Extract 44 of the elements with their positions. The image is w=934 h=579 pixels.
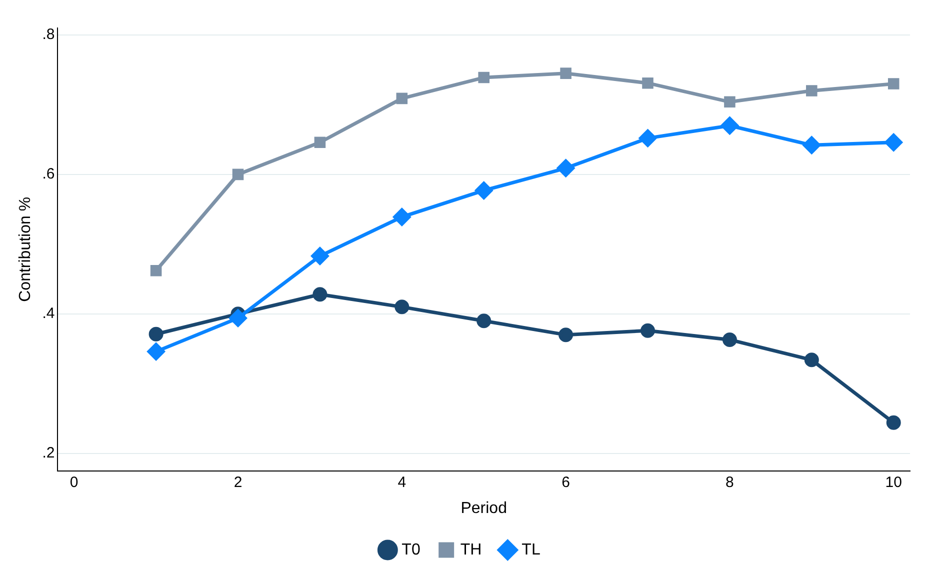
point xyxy=(642,77,654,89)
x-tick-label: 6 xyxy=(562,474,570,491)
x-tick-label: 8 xyxy=(726,474,734,491)
point xyxy=(393,208,411,226)
y-axis-title: Contribution % xyxy=(17,196,34,302)
point xyxy=(232,168,244,180)
point xyxy=(311,247,329,265)
point xyxy=(886,415,901,430)
point xyxy=(314,136,326,148)
x-tick-label: 4 xyxy=(398,474,406,491)
point xyxy=(147,342,165,360)
y-tick-label: .8 xyxy=(42,26,55,44)
point xyxy=(888,78,900,90)
point xyxy=(560,68,572,79)
point xyxy=(150,265,162,276)
point xyxy=(476,314,492,328)
point xyxy=(394,300,410,314)
legend-label: T0 xyxy=(402,541,420,558)
point xyxy=(148,326,164,342)
point xyxy=(724,96,736,108)
point xyxy=(475,182,493,200)
legend-label: TL xyxy=(522,541,540,558)
point xyxy=(802,136,820,154)
x-tick-label: 0 xyxy=(70,474,78,491)
point xyxy=(639,129,657,147)
point xyxy=(722,332,737,347)
point xyxy=(640,323,656,338)
x-axis-title: Period xyxy=(460,500,507,517)
point xyxy=(312,287,328,302)
point xyxy=(396,92,408,104)
point xyxy=(478,72,490,84)
legend-label: TH xyxy=(460,541,482,558)
point xyxy=(804,352,819,368)
y-tick-label: .2 xyxy=(42,444,55,462)
point xyxy=(557,159,575,177)
point xyxy=(806,85,818,96)
point xyxy=(720,116,738,134)
y-tick-label: .4 xyxy=(42,305,55,322)
point xyxy=(229,309,247,327)
point xyxy=(558,328,574,342)
x-tick-label: 2 xyxy=(234,474,242,491)
x-tick-label: 10 xyxy=(885,474,902,491)
y-tick-label: .6 xyxy=(42,166,55,183)
point xyxy=(884,134,902,152)
